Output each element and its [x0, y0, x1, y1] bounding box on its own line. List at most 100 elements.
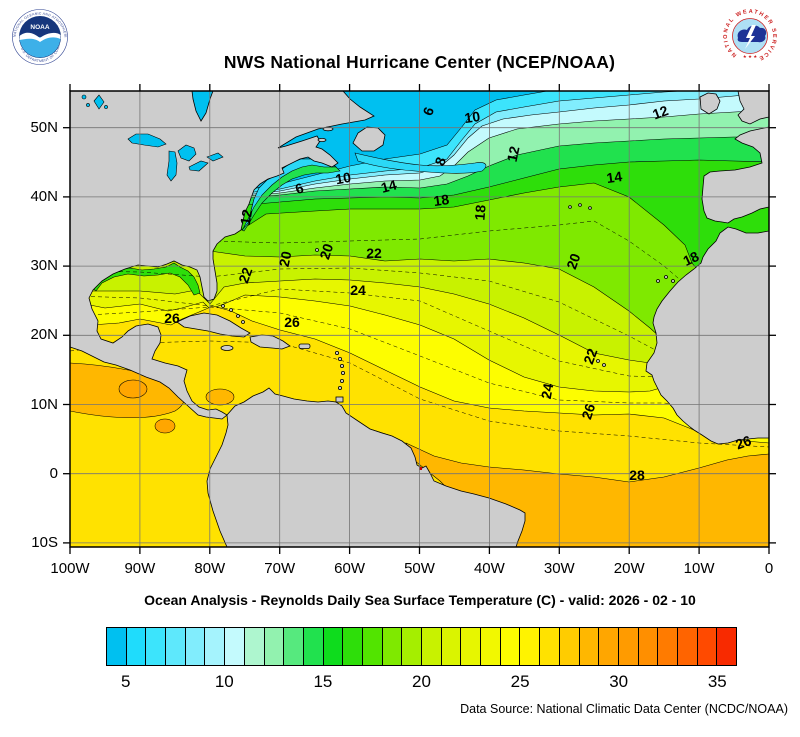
- amazon-mouth-marker: [419, 467, 422, 470]
- colorbar-cell: [617, 628, 638, 665]
- colorbar-tick-label: 30: [609, 672, 629, 691]
- contour-label: 20: [316, 241, 336, 261]
- x-tick-label: 70W: [264, 560, 296, 577]
- colorbar-cell: [381, 628, 402, 665]
- france-iberia: [701, 126, 769, 224]
- colorbar-cell: [460, 628, 481, 665]
- contour-label: 20: [276, 249, 295, 268]
- contour-label: 28: [629, 467, 645, 483]
- x-tick-label: 40W: [473, 560, 505, 577]
- colorbar-cell: [519, 628, 540, 665]
- nws-stars: ★ ★ ★: [743, 54, 759, 59]
- contour-label: 24: [350, 282, 366, 298]
- noaa-seagull-icon: [19, 32, 61, 42]
- newfoundland: [352, 126, 386, 152]
- colorbar-cell: [125, 628, 146, 665]
- y-tick-label: 50N: [30, 118, 58, 136]
- south-america-landmass: [206, 387, 526, 547]
- nws-lightning-icon: [745, 25, 756, 49]
- contour-label: 20: [563, 251, 583, 271]
- colorbar-cell: [224, 628, 244, 665]
- y-tick-label: 30N: [30, 257, 58, 275]
- lesser-antilles: [334, 350, 345, 403]
- colorbar-tick-label: 20: [412, 672, 431, 691]
- x-tick-label: 20W: [613, 560, 645, 577]
- anticosti-island: [322, 126, 334, 132]
- colorbar-tick-label: 15: [313, 672, 333, 691]
- bermuda: [315, 248, 319, 252]
- x-tick-label: 80W: [194, 560, 226, 577]
- lat-lon-gridlines: [70, 91, 769, 547]
- x-tick-label: 10W: [683, 560, 715, 577]
- x-tick-label: 0: [764, 560, 774, 577]
- colorbar-cell: [480, 628, 500, 665]
- colorbar-cell: [598, 628, 618, 665]
- contour-label: 22: [366, 245, 382, 261]
- colorbar-cell: [361, 628, 382, 665]
- colorbar-tick-label: 5: [120, 672, 131, 691]
- noaa-logo: NATIONAL OCEANIC AND ATMOSPHERIC ADMINIS…: [10, 6, 68, 65]
- contour-label: 26: [578, 401, 598, 421]
- colorbar-cell: [696, 628, 717, 665]
- y-tick-label: 20N: [30, 326, 58, 344]
- azores: [568, 203, 592, 210]
- colorbar-cell: [440, 628, 461, 665]
- colorbar-cell: [578, 628, 599, 665]
- colorbar-cell: [107, 628, 126, 665]
- puerto-rico: [298, 343, 311, 349]
- colorbar-tick-label: 35: [707, 672, 727, 691]
- colorbar-cell: [716, 628, 736, 665]
- colorbar-cell: [283, 628, 303, 665]
- nws-logo: NATIONAL WEATHER SERVICE ★ ★ ★: [722, 8, 778, 64]
- contour-label: 22: [235, 265, 255, 285]
- colorbar-tick-label: 25: [510, 672, 530, 691]
- contour-label: 22: [580, 346, 600, 366]
- colorbar-cell: [539, 628, 559, 665]
- colorbar-cell: [302, 628, 323, 665]
- canary-islands: [656, 275, 675, 283]
- colorbar-cell: [184, 628, 205, 665]
- colorbar-cell: [499, 628, 520, 665]
- contour-label: 12: [504, 144, 523, 163]
- y-tick-label: 10S: [31, 533, 58, 551]
- great-britain: [737, 91, 769, 125]
- colorbar-cell: [676, 628, 697, 665]
- x-tick-label: 60W: [334, 560, 366, 577]
- contour-label: 24: [538, 382, 556, 400]
- prince-edward-island: [317, 138, 327, 143]
- svg-text:NOAA: NOAA: [30, 24, 49, 31]
- contour-label: 14: [605, 168, 623, 186]
- colorbar-cell: [165, 628, 185, 665]
- y-tick-label: 0: [49, 464, 58, 482]
- x-tick-label: 50W: [404, 560, 435, 577]
- page-title: NWS National Hurricane Center (NCEP/NOAA…: [223, 52, 616, 72]
- contour-label: 26: [733, 432, 753, 452]
- map-subtitle: Ocean Analysis - Reynolds Daily Sea Surf…: [144, 592, 696, 608]
- colorbar-cell: [263, 628, 284, 665]
- north-america-landmass: [70, 91, 375, 420]
- contour-label: 10: [334, 169, 352, 187]
- contour-label: 14: [379, 176, 398, 196]
- colorbar-cell: [421, 628, 441, 665]
- colorbar-cell: [637, 628, 658, 665]
- x-tick-label: 90W: [124, 560, 156, 577]
- great-lakes: [127, 133, 224, 182]
- x-tick-label: 100W: [50, 560, 90, 577]
- y-tick-label: 10N: [30, 395, 58, 413]
- contour-label: 18: [432, 191, 450, 209]
- axis-ticks: [63, 84, 776, 554]
- colorbar: [106, 627, 737, 666]
- ireland: [699, 92, 721, 115]
- colorbar-tick-label: 10: [214, 672, 234, 691]
- colorbar-cell: [243, 628, 264, 665]
- contour-label: 18: [471, 204, 488, 221]
- jamaica: [220, 345, 234, 351]
- contour-label: 12: [237, 208, 255, 226]
- colorbar-cell: [401, 628, 421, 665]
- cape-verde-islands: [596, 359, 606, 367]
- y-tick-label: 40N: [30, 187, 58, 205]
